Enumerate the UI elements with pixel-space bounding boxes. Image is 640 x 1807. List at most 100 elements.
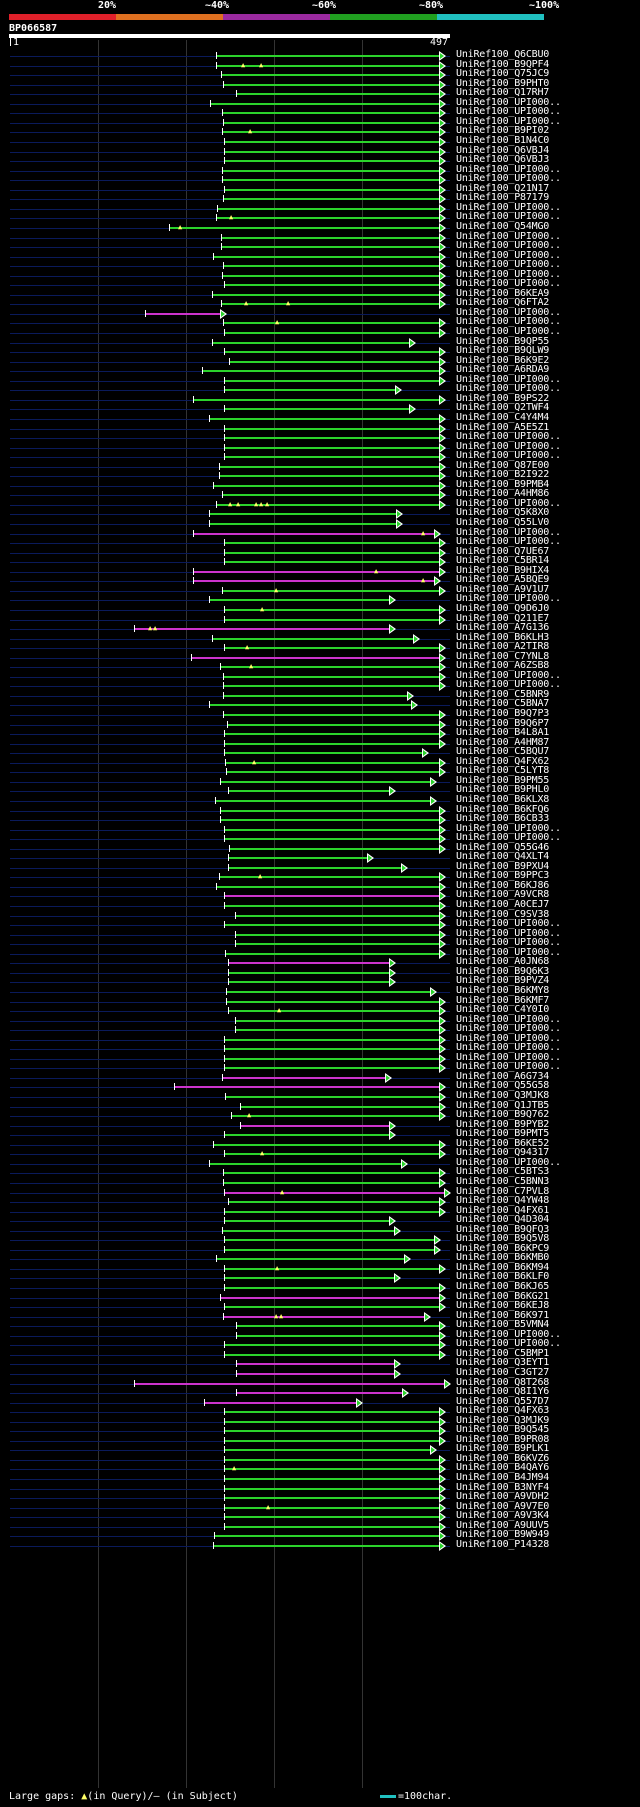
alignment-bar[interactable] — [224, 160, 441, 163]
hit-label-link[interactable]: UniRef100_A5E5Z1 — [456, 421, 550, 433]
hit-row[interactable]: UniRef100_C5BQU7 — [0, 746, 640, 759]
alignment-bar[interactable] — [223, 685, 441, 688]
hit-label-link[interactable]: UniRef100_Q17RH7 — [456, 87, 550, 99]
hit-row[interactable]: UniRef100_B9PXU4 — [0, 861, 640, 873]
alignment-bar[interactable] — [240, 1124, 391, 1127]
alignment-bar[interactable] — [223, 265, 441, 268]
hit-row[interactable]: UniRef100_A9VDH2 — [0, 1491, 640, 1504]
alignment-bar[interactable] — [222, 179, 441, 182]
hit-row[interactable]: UniRef100_UPI000.. — [0, 1328, 640, 1341]
alignment-bar[interactable] — [224, 456, 441, 459]
hit-label-link[interactable]: UniRef100_P87179 — [456, 192, 550, 204]
hit-row[interactable]: UniRef100_Q4D304 — [0, 1214, 640, 1227]
alignment-bar[interactable] — [228, 1010, 441, 1012]
hit-row[interactable]: UniRef100_B9PMT5 — [0, 1128, 640, 1141]
hit-label-link[interactable]: UniRef100_C5BNN3 — [456, 1175, 550, 1187]
hit-row[interactable]: UniRef100_C7YNL8 — [0, 650, 640, 663]
hit-row[interactable]: UniRef100_Q4XLT4 — [0, 851, 640, 864]
hit-label-link[interactable]: UniRef100_UPI000.. — [456, 96, 561, 108]
hit-label-link[interactable]: UniRef100_B9PHT0 — [456, 77, 550, 89]
hit-label-link[interactable]: UniRef100_Q7UE67 — [456, 545, 550, 557]
alignment-bar[interactable] — [224, 1516, 441, 1519]
hit-label-link[interactable]: UniRef100_C7YNL8 — [456, 650, 550, 662]
hit-row[interactable]: UniRef100_UPI000.. — [0, 96, 640, 109]
alignment-bar[interactable] — [220, 666, 441, 669]
alignment-bar[interactable] — [193, 398, 441, 401]
alignment-bar[interactable] — [224, 828, 441, 831]
hit-label-link[interactable]: UniRef100_B9PM55 — [456, 774, 550, 786]
alignment-bar[interactable] — [224, 1411, 441, 1414]
alignment-bar[interactable] — [191, 656, 441, 659]
alignment-bar[interactable] — [236, 1363, 396, 1366]
hit-label-link[interactable]: UniRef100_A6G734 — [456, 1070, 550, 1082]
alignment-bar[interactable] — [224, 389, 397, 392]
hit-label-link[interactable]: UniRef100_UPI000.. — [456, 526, 561, 538]
hit-row[interactable]: ▲ UniRef100_UPI000.. — [0, 316, 640, 329]
hit-label-link[interactable]: UniRef100_B6KJ65 — [456, 1281, 550, 1292]
alignment-bar[interactable] — [224, 1506, 441, 1509]
hit-row[interactable]: UniRef100_UPI000.. — [0, 1033, 640, 1045]
hit-row[interactable]: UniRef100_UPI000.. — [0, 383, 640, 396]
hit-label-link[interactable]: UniRef100_B9QLW9 — [456, 345, 550, 357]
alignment-bar[interactable] — [224, 1220, 391, 1223]
alignment-bar[interactable] — [223, 694, 409, 697]
hit-label-link[interactable]: UniRef100_Q3MJK8 — [456, 1090, 550, 1101]
hit-row[interactable]: UniRef100_C5BNN3 — [0, 1175, 640, 1188]
hit-label-link[interactable]: UniRef100_Q6VBJ4 — [456, 144, 550, 156]
hit-row[interactable]: UniRef100_Q8T268 — [0, 1377, 640, 1389]
alignment-bar[interactable] — [220, 1296, 441, 1299]
alignment-bar[interactable] — [213, 1544, 441, 1547]
hit-row[interactable]: ▲ UniRef100_B9PPC3 — [0, 870, 640, 883]
hit-row[interactable]: UniRef100_B6KLH3 — [0, 632, 640, 644]
hit-row[interactable]: UniRef100_B9Q6P7 — [0, 717, 640, 730]
hit-label-link[interactable]: UniRef100_Q6FTA2 — [456, 297, 550, 309]
alignment-bar[interactable] — [224, 1458, 441, 1461]
alignment-bar[interactable] — [224, 1134, 391, 1137]
hit-label-link[interactable]: UniRef100_UPI000.. — [456, 106, 561, 118]
hit-label-link[interactable]: UniRef100_B6KJ86 — [456, 879, 550, 891]
hit-row[interactable]: UniRef100_UPI000.. — [0, 593, 640, 606]
hit-label-link[interactable]: UniRef100_B6KPC9 — [456, 1242, 550, 1254]
hit-row[interactable]: UniRef100_C5BR14 — [0, 555, 640, 568]
hit-label-link[interactable]: UniRef100_B6KEJ8 — [456, 1300, 550, 1312]
hit-row[interactable]: UniRef100_Q6CBU0 — [0, 49, 640, 61]
hit-label-link[interactable]: UniRef100_B6KLF0 — [456, 1271, 550, 1283]
hit-row[interactable]: UniRef100_Q3MJK9 — [0, 1415, 640, 1427]
alignment-bar[interactable] — [229, 847, 441, 850]
hit-row[interactable]: UniRef100_Q1JTB5 — [0, 1100, 640, 1112]
hit-row[interactable]: UniRef100_UPI000.. — [0, 1042, 640, 1055]
alignment-bar[interactable] — [220, 809, 441, 812]
hit-label-link[interactable]: UniRef100_UPI000.. — [456, 1051, 561, 1063]
alignment-bar[interactable] — [222, 112, 441, 115]
alignment-bar[interactable] — [236, 1372, 396, 1375]
alignment-bar[interactable] — [222, 1229, 396, 1232]
hit-label-link[interactable]: UniRef100_C4Y0I0 — [456, 1004, 550, 1015]
hit-label-link[interactable]: UniRef100_UPI000.. — [456, 450, 561, 462]
alignment-bar[interactable] — [224, 752, 424, 755]
hit-row[interactable]: UniRef100_B9PR08 — [0, 1434, 640, 1446]
hit-label-link[interactable]: UniRef100_B9PI02 — [456, 125, 550, 137]
hit-label-link[interactable]: UniRef100_B9Q6P7 — [456, 717, 550, 729]
alignment-bar[interactable] — [210, 102, 441, 105]
hit-row[interactable]: ▲ UniRef100_Q94317 — [0, 1147, 640, 1160]
hit-row[interactable]: UniRef100_B9PYB2 — [0, 1119, 640, 1131]
hit-label-link[interactable]: UniRef100_UPI000.. — [456, 316, 561, 328]
hit-row[interactable]: UniRef100_Q2TWF4 — [0, 402, 640, 415]
alignment-bar[interactable] — [216, 64, 441, 67]
hit-label-link[interactable]: UniRef100_UPI000.. — [456, 268, 561, 280]
hit-label-link[interactable]: UniRef100_A9UUV5 — [456, 1519, 550, 1531]
hit-row[interactable]: UniRef100_B4JM94 — [0, 1472, 640, 1484]
hit-row[interactable]: UniRef100_Q17RH7 — [0, 87, 640, 100]
alignment-bar[interactable] — [223, 675, 441, 678]
hit-label-link[interactable]: UniRef100_UPI000.. — [456, 497, 561, 509]
hit-row[interactable]: ▲ UniRef100_B4QAY6 — [0, 1462, 640, 1475]
hit-label-link[interactable]: UniRef100_A6RDA9 — [456, 364, 550, 376]
hit-row[interactable]: UniRef100_UPI000.. — [0, 374, 640, 386]
hit-label-link[interactable]: UniRef100_C5BR14 — [456, 555, 550, 567]
hit-label-link[interactable]: UniRef100_UPI000.. — [456, 1328, 561, 1340]
alignment-bar[interactable] — [223, 1181, 441, 1184]
alignment-bar[interactable] — [221, 236, 441, 239]
alignment-bar[interactable] — [235, 1029, 441, 1032]
alignment-bar[interactable] — [223, 1315, 426, 1318]
hit-label-link[interactable]: UniRef100_B9QPF4 — [456, 58, 550, 70]
